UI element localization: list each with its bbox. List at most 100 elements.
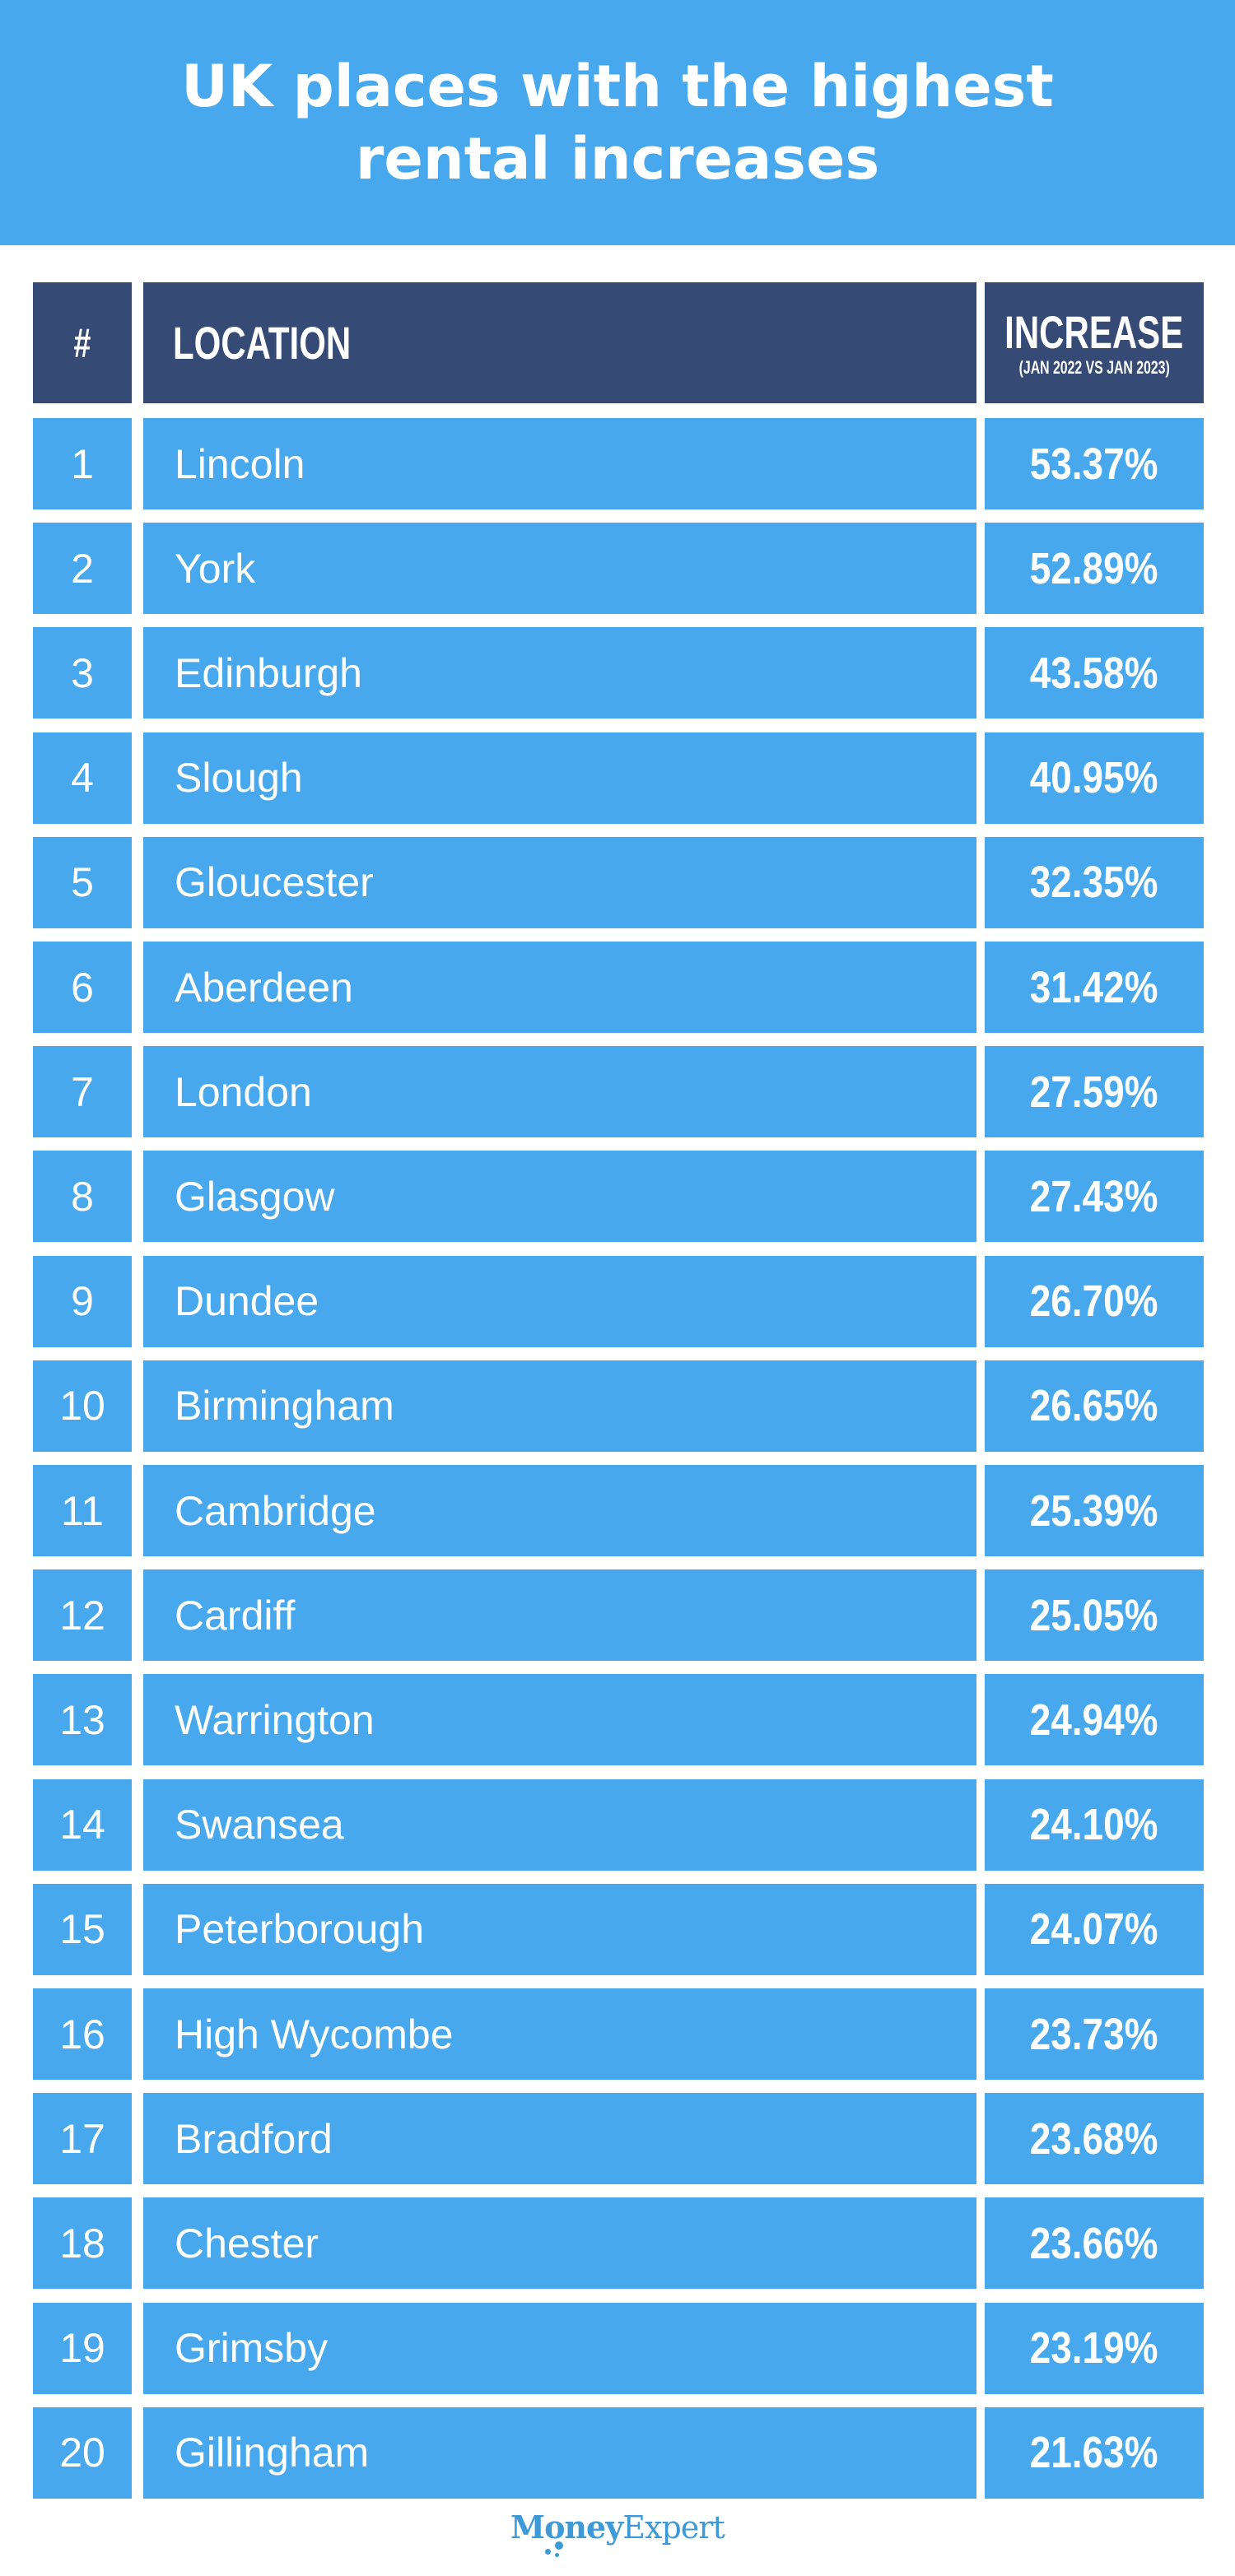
increase-cell: 23.68% <box>985 2093 1204 2185</box>
location-cell: Warrington <box>143 1674 976 1766</box>
increase-cell: 26.70% <box>985 1255 1204 1347</box>
increase-value: 31.42% <box>1030 962 1158 1012</box>
table-row: 10 Birmingham 26.65% <box>0 1360 1235 1452</box>
rank-cell: 19 <box>33 2302 132 2394</box>
location-cell: Dundee <box>143 1255 976 1347</box>
increase-cell: 43.58% <box>985 627 1204 719</box>
location-cell: Cardiff <box>143 1569 976 1662</box>
table-row: 15 Peterborough 24.07% <box>0 1883 1235 1975</box>
increase-cell: 24.10% <box>985 1779 1204 1871</box>
increase-cell: 25.39% <box>985 1465 1204 1556</box>
location-cell: Lincoln <box>143 418 976 509</box>
increase-cell: 23.66% <box>985 2197 1204 2290</box>
increase-value: 52.89% <box>1030 543 1158 593</box>
increase-cell: 24.94% <box>985 1674 1204 1766</box>
location-cell: High Wycombe <box>143 1988 976 2080</box>
increase-cell: 27.43% <box>985 1151 1204 1243</box>
rank-cell: 12 <box>33 1569 132 1662</box>
table-row: 7 London 27.59% <box>0 1046 1235 1138</box>
table-row: 17 Bradford 23.68% <box>0 2093 1235 2185</box>
table-row: 5 Gloucester 32.35% <box>0 836 1235 928</box>
header-location: LOCATION <box>143 282 976 403</box>
rank-cell: 16 <box>33 1988 132 2080</box>
rank-cell: 1 <box>33 418 132 509</box>
increase-value: 40.95% <box>1030 753 1158 803</box>
increase-value: 23.68% <box>1030 2113 1158 2164</box>
logo-regular: Expert <box>622 2509 725 2546</box>
location-cell: Birmingham <box>143 1360 976 1452</box>
rank-cell: 17 <box>33 2093 132 2185</box>
rank-cell: 20 <box>33 2406 132 2499</box>
rank-cell: 5 <box>33 836 132 928</box>
table-row: 3 Edinburgh 43.58% <box>0 627 1235 719</box>
location-cell: Peterborough <box>143 1883 976 1975</box>
increase-value: 53.37% <box>1030 439 1158 489</box>
table-row: 9 Dundee 26.70% <box>0 1255 1235 1347</box>
rank-cell: 2 <box>33 523 132 615</box>
location-cell: Grimsby <box>143 2302 976 2394</box>
increase-value: 23.66% <box>1030 2218 1158 2268</box>
page-title: UK places with the highest rental increa… <box>181 53 1054 193</box>
increase-value: 23.73% <box>1030 2009 1158 2059</box>
location-cell: Gillingham <box>143 2406 976 2499</box>
rank-cell: 8 <box>33 1151 132 1243</box>
increase-cell: 31.42% <box>985 942 1204 1033</box>
table-row: 18 Chester 23.66% <box>0 2197 1235 2290</box>
table-row: 1 Lincoln 53.37% <box>0 418 1235 509</box>
header-rank-label: # <box>73 319 91 366</box>
increase-cell: 25.05% <box>985 1569 1204 1662</box>
location-cell: Chester <box>143 2197 976 2290</box>
location-cell: Swansea <box>143 1779 976 1871</box>
table-row: 19 Grimsby 23.19% <box>0 2302 1235 2394</box>
rank-cell: 7 <box>33 1046 132 1138</box>
location-cell: Slough <box>143 732 976 824</box>
rank-cell: 14 <box>33 1779 132 1871</box>
location-cell: Edinburgh <box>143 627 976 719</box>
table-row: 13 Warrington 24.94% <box>0 1674 1235 1766</box>
table-row: 4 Slough 40.95% <box>0 732 1235 824</box>
rank-cell: 3 <box>33 627 132 719</box>
table-row: 20 Gillingham 21.63% <box>0 2406 1235 2499</box>
increase-cell: 23.19% <box>985 2302 1204 2394</box>
table-row: 8 Glasgow 27.43% <box>0 1151 1235 1243</box>
table-row: 16 High Wycombe 23.73% <box>0 1988 1235 2080</box>
rank-cell: 18 <box>33 2197 132 2290</box>
rank-cell: 4 <box>33 732 132 824</box>
increase-cell: 21.63% <box>985 2406 1204 2499</box>
table-row: 6 Aberdeen 31.42% <box>0 942 1235 1033</box>
increase-cell: 26.65% <box>985 1360 1204 1452</box>
increase-value: 24.94% <box>1030 1695 1158 1745</box>
rank-cell: 6 <box>33 942 132 1033</box>
increase-value: 26.65% <box>1030 1381 1158 1431</box>
increase-cell: 52.89% <box>985 523 1204 615</box>
location-cell: Glasgow <box>143 1151 976 1243</box>
increase-cell: 24.07% <box>985 1883 1204 1975</box>
rank-cell: 9 <box>33 1255 132 1347</box>
increase-value: 32.35% <box>1030 858 1158 908</box>
title-banner: UK places with the highest rental increa… <box>0 0 1235 245</box>
header-rank: # <box>33 282 132 403</box>
increase-cell: 23.73% <box>985 1988 1204 2080</box>
increase-value: 27.43% <box>1030 1171 1158 1221</box>
location-cell: Cambridge <box>143 1465 976 1556</box>
header-increase-sublabel: (JAN 2022 VS JAN 2023) <box>1018 356 1170 378</box>
table-row: 12 Cardiff 25.05% <box>0 1569 1235 1662</box>
increase-value: 25.05% <box>1030 1590 1158 1640</box>
increase-cell: 32.35% <box>985 836 1204 928</box>
increase-value: 27.59% <box>1030 1067 1158 1117</box>
header-increase-label: INCREASE <box>1004 305 1184 358</box>
increase-value: 24.10% <box>1030 1800 1158 1850</box>
table-row: 14 Swansea 24.10% <box>0 1779 1235 1871</box>
increase-value: 25.39% <box>1030 1486 1158 1536</box>
table-row: 11 Cambridge 25.39% <box>0 1465 1235 1556</box>
increase-value: 21.63% <box>1030 2428 1158 2478</box>
header-increase: INCREASE (JAN 2022 VS JAN 2023) <box>985 282 1204 403</box>
rank-cell: 15 <box>33 1883 132 1975</box>
location-cell: Aberdeen <box>143 942 976 1033</box>
table-row: 2 York 52.89% <box>0 523 1235 615</box>
location-cell: Gloucester <box>143 836 976 928</box>
increase-cell: 27.59% <box>985 1046 1204 1138</box>
increase-value: 26.70% <box>1030 1276 1158 1327</box>
location-cell: Bradford <box>143 2093 976 2185</box>
increase-cell: 40.95% <box>985 732 1204 824</box>
